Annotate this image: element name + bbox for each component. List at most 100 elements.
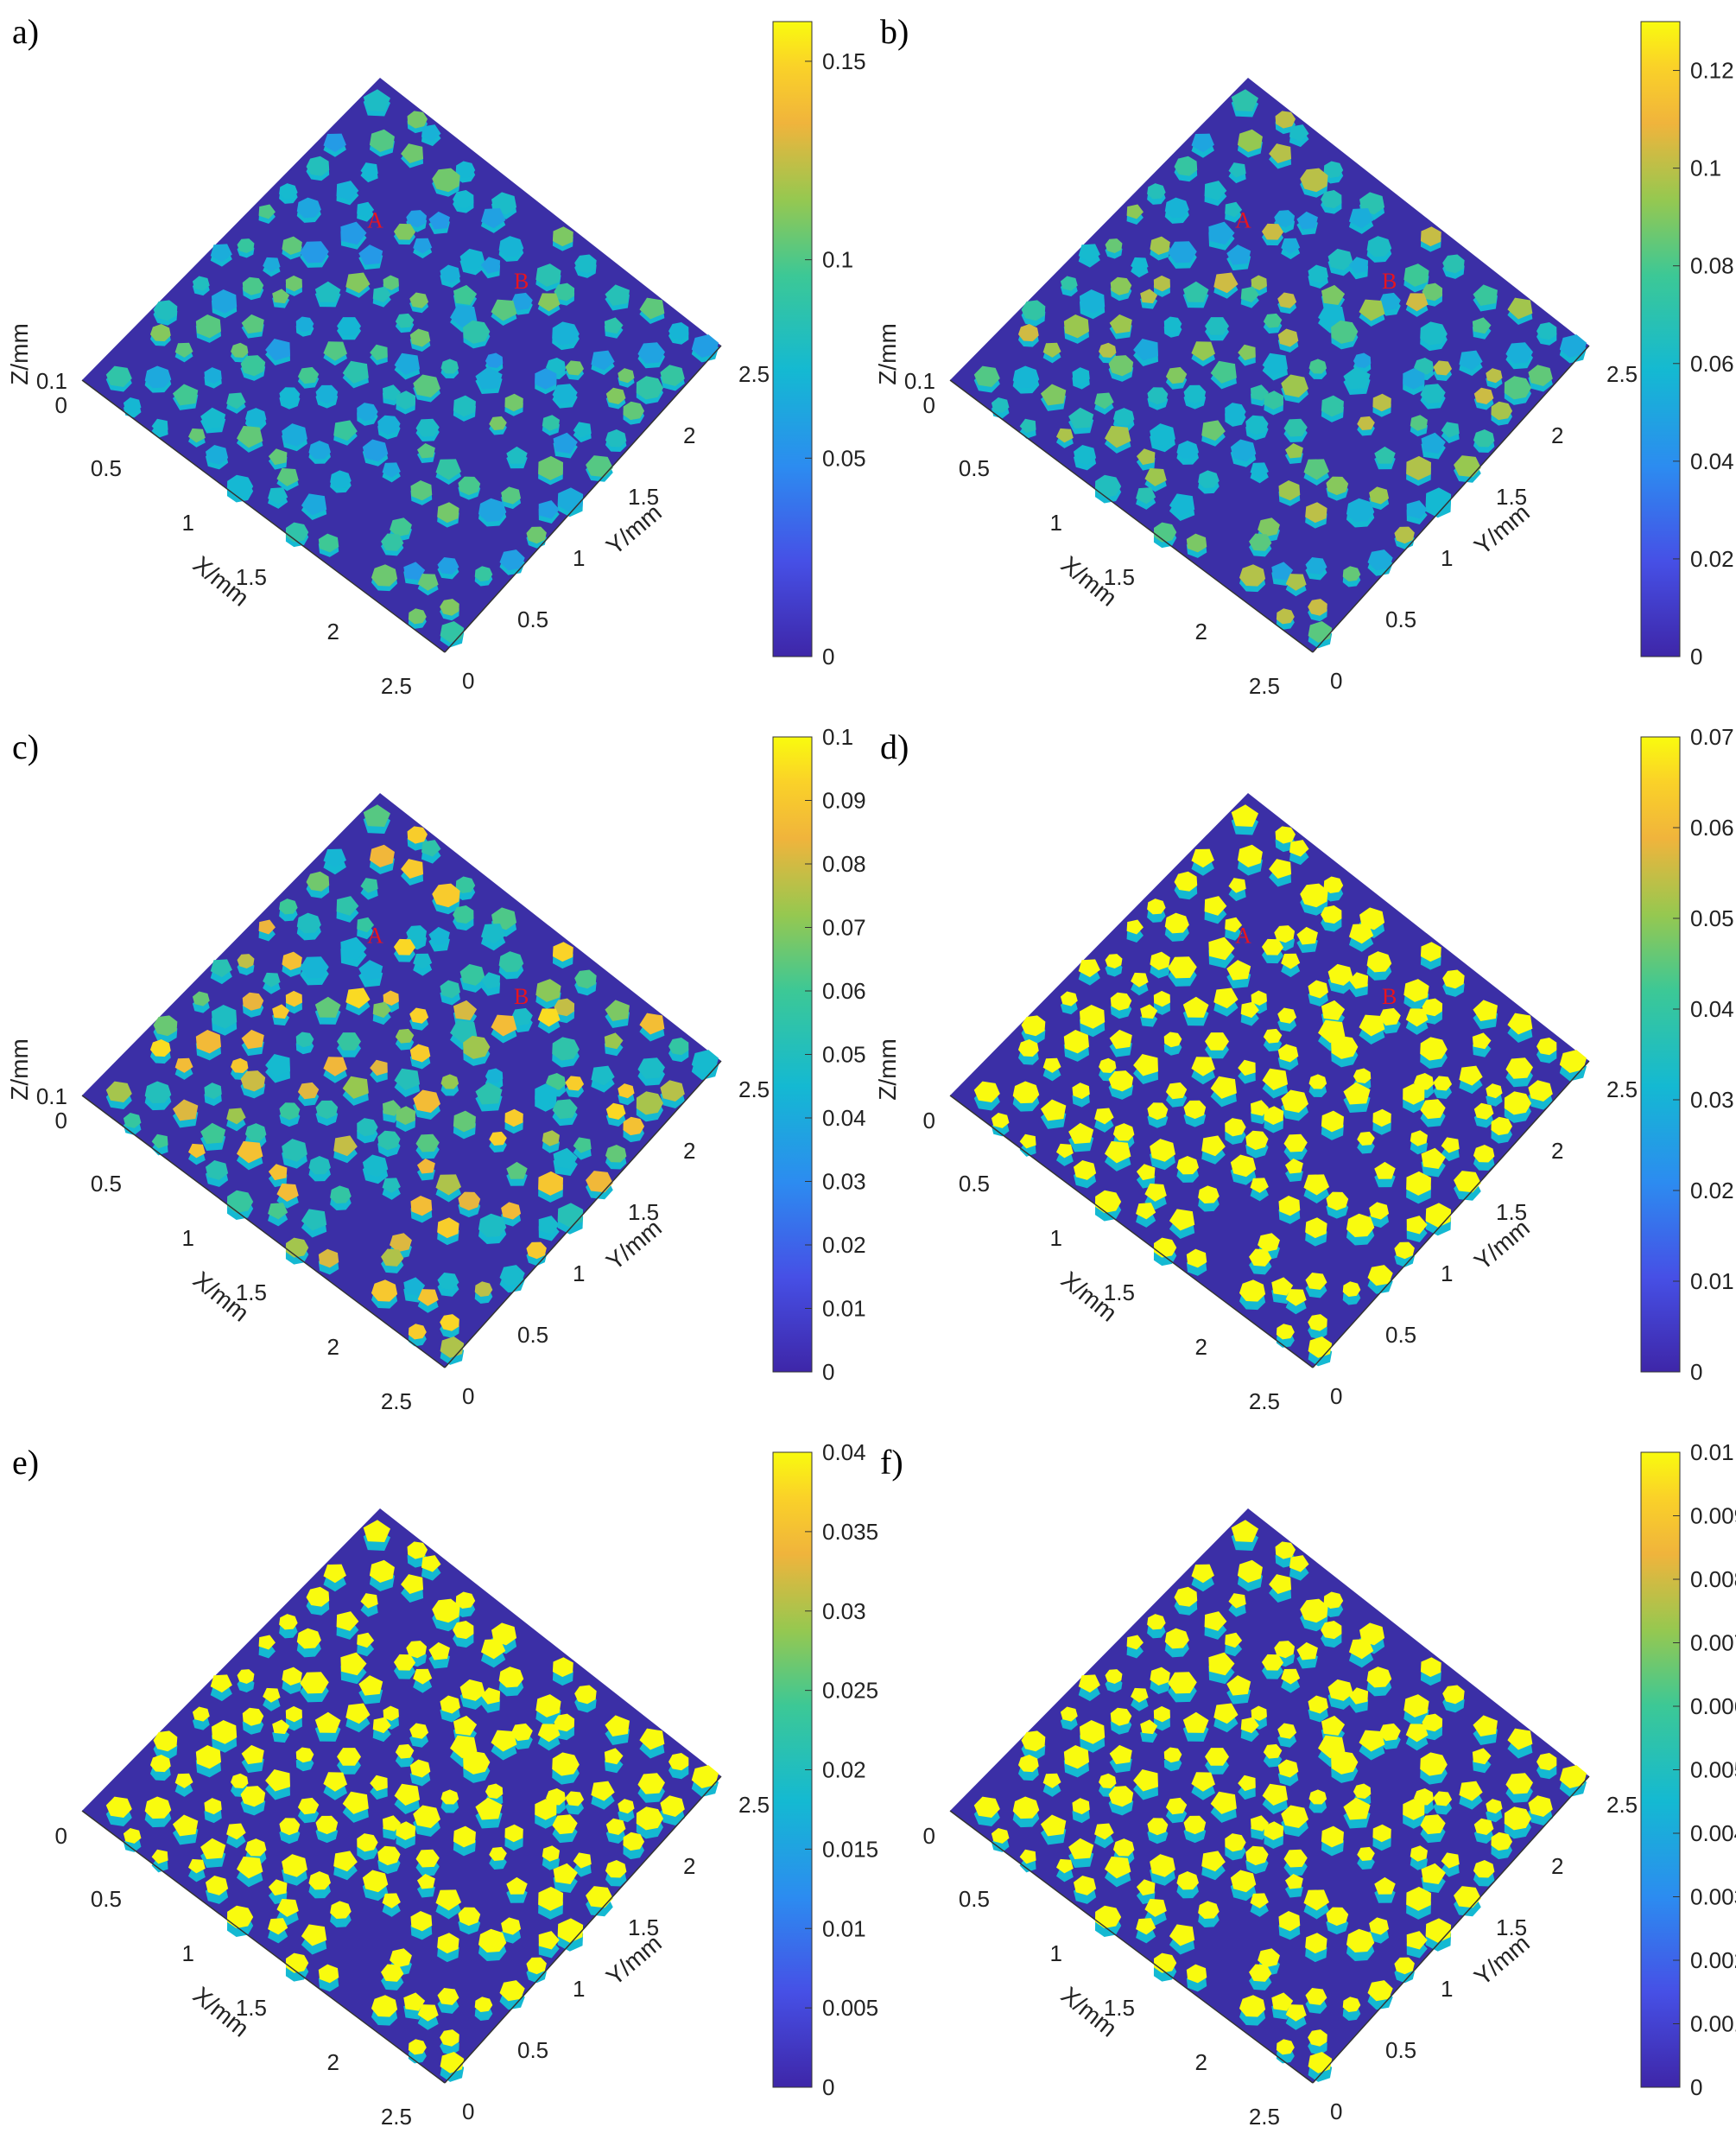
bump-top [1126, 1635, 1144, 1650]
bump-top [382, 384, 402, 401]
bump-top [542, 1130, 560, 1146]
bump-top [1110, 992, 1132, 1011]
y-tick-label: 0.5 [517, 1322, 548, 1348]
y-tick-label: 0 [1330, 2098, 1342, 2124]
bump-top [1283, 1849, 1308, 1868]
bump-top [637, 342, 666, 364]
x-tick-label: 2.5 [381, 2104, 412, 2130]
bump-top [1228, 878, 1246, 893]
bump-top [605, 429, 627, 448]
bump-top [973, 365, 1000, 388]
bump-top [1421, 1147, 1446, 1169]
bump-top [1017, 1039, 1039, 1057]
bump-top [489, 1131, 507, 1146]
bump-top [1406, 1886, 1432, 1911]
bump-top [242, 1707, 264, 1726]
x-tick-label: 2 [1195, 1334, 1207, 1360]
bump-top [1303, 1889, 1330, 1911]
bump-top [1394, 1241, 1415, 1260]
bump-top [1296, 926, 1318, 945]
bump-top [478, 1928, 507, 1953]
bump-top [1277, 1044, 1299, 1063]
x-tick-label: 2 [327, 1334, 339, 1360]
bump-top [1473, 1145, 1495, 1163]
bump-top [1331, 1035, 1359, 1059]
bump-top [1491, 1832, 1513, 1851]
bump-top [285, 275, 302, 292]
bump-top [300, 1672, 329, 1694]
x-axis-line [949, 379, 1314, 653]
bump-top [144, 1796, 172, 1819]
bump-top [357, 917, 375, 933]
colorbar-tick-label: 0.03 [822, 1598, 866, 1624]
bump-top [501, 1202, 522, 1220]
bump-top [409, 1007, 429, 1024]
bump-top [480, 1639, 506, 1660]
z-tick-label: 0.1 [36, 368, 67, 394]
bump-top [1191, 133, 1214, 153]
bump-top [1063, 1029, 1090, 1054]
bump-top [1191, 1564, 1214, 1584]
bump-top [1230, 1154, 1257, 1178]
bump-top [149, 1039, 171, 1057]
bump-top [1433, 360, 1453, 376]
bump-top [1281, 1668, 1301, 1685]
bump-top [489, 416, 507, 431]
bump-top [554, 998, 575, 1017]
bump-top [415, 1133, 440, 1152]
bump-top [282, 1854, 307, 1877]
bump-top [565, 1076, 585, 1091]
bump-top [1251, 275, 1267, 291]
bump-top [323, 1772, 347, 1792]
colorbar-tick-label: 0.02 [822, 1232, 866, 1258]
colorbar [1640, 21, 1681, 657]
bump-top [1505, 1057, 1534, 1079]
x-tick-label: 1 [1050, 1940, 1062, 1966]
point-marker: A [1235, 208, 1251, 233]
bump-top [475, 1082, 503, 1105]
colorbar-tick-label: 0.09 [822, 788, 866, 814]
bump-top [1261, 938, 1284, 956]
bump-top [552, 321, 580, 346]
bump-top [605, 1818, 626, 1836]
bump-top [1263, 313, 1283, 328]
bump-top [1094, 392, 1114, 410]
bump-top [545, 1073, 566, 1090]
bump-top [1284, 1873, 1303, 1889]
colorbar-tick-label: 0.002 [1690, 1947, 1736, 1973]
colorbar [1640, 736, 1681, 1373]
bump-top [363, 804, 391, 827]
bump-top [480, 208, 506, 229]
bump-top [296, 1628, 321, 1649]
bump-top [501, 486, 522, 505]
bump-top [1068, 407, 1094, 429]
bump-top [1504, 1091, 1532, 1115]
z-tick-label: 0 [923, 1823, 935, 1849]
bump-top [1228, 162, 1246, 178]
bump-top [1191, 1772, 1215, 1792]
bump-top [1261, 223, 1284, 240]
bump-top [1342, 1997, 1361, 2012]
bump-top [358, 244, 383, 265]
bump-top [1225, 403, 1246, 422]
y-tick-label: 2 [683, 1138, 695, 1164]
bump-top [475, 366, 503, 390]
bump-top [1486, 368, 1503, 384]
bump-top [1473, 1000, 1498, 1021]
bump-top [333, 1135, 358, 1157]
bump-top [340, 221, 367, 245]
bump-top [499, 1980, 525, 2002]
y-tick-label: 1 [1441, 1976, 1453, 2002]
bump-top [1205, 1032, 1230, 1051]
bump-top [1213, 272, 1239, 294]
bump-top [623, 1116, 645, 1136]
bump-top [554, 283, 575, 302]
bump-top [1021, 1015, 1046, 1037]
bump-top [241, 314, 264, 334]
bump-top [1308, 599, 1327, 616]
bump-top [1136, 1164, 1156, 1181]
colorbar-tick-label: 0.001 [1690, 2011, 1736, 2037]
bump-top [363, 89, 391, 111]
bump-top [1305, 557, 1327, 575]
bump-top [1021, 1730, 1046, 1752]
